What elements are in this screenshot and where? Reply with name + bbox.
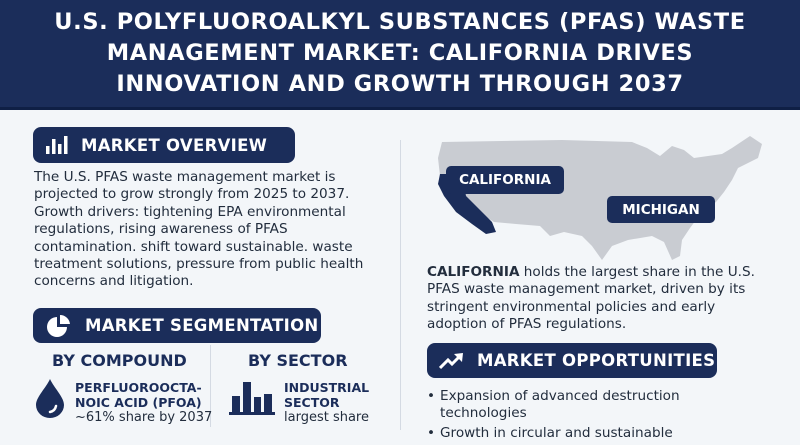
compound-name-line-2: NOIC ACID (PFOA) [75, 395, 202, 410]
market-segmentation-title: MARKET SEGMENTATION [85, 316, 319, 335]
list-item: Growth in circular and sustainable [427, 425, 747, 442]
market-segmentation-heading: MARKET SEGMENTATION [33, 308, 321, 343]
california-description: holds the largest share in the U.S. PFAS… [427, 264, 755, 333]
market-overview-title: MARKET OVERVIEW [81, 135, 268, 155]
market-opportunities-heading: MARKET OPPORTUNITIES [427, 343, 717, 378]
us-map [438, 136, 762, 260]
california-label: CALIFORNIA [446, 166, 564, 194]
header-banner: U.S. POLYFLUOROALKYL SUBSTANCES (PFAS) W… [0, 0, 800, 110]
title-line-1: U.S. POLYFLUOROALKYL SUBSTANCES (PFAS) W… [54, 9, 746, 35]
sector-share: largest share [284, 410, 369, 425]
bar-chart-icon [46, 136, 68, 154]
list-item: Expansion of advanced destruction techno… [427, 388, 747, 422]
factory-icon [229, 382, 275, 415]
sector-segment: INDUSTRIAL SECTOR largest share [284, 380, 369, 425]
compound-name-line-1: PERFLUOROOCTA- [75, 380, 202, 395]
title-line-3: INNOVATION AND GROWTH THROUGH 2037 [116, 71, 684, 97]
droplet-icon [36, 379, 64, 418]
michigan-label: MICHIGAN [607, 196, 715, 223]
title-line-2: MANAGEMENT MARKET: CALIFORNIA DRIVES [106, 40, 694, 66]
trend-up-icon [439, 352, 463, 369]
market-overview-heading: MARKET OVERVIEW [33, 127, 295, 163]
california-highlight-text: CALIFORNIA holds the largest share in th… [427, 264, 777, 334]
by-sector-heading: BY SECTOR [248, 351, 348, 370]
sector-name-line-1: INDUSTRIAL [284, 380, 370, 395]
compound-share: ~61% share by 2037 [75, 410, 213, 425]
by-compound-heading: BY COMPOUND [52, 351, 187, 370]
california-bold: CALIFORNIA [427, 264, 520, 280]
segment-divider [210, 345, 211, 427]
market-overview-text: The U.S. PFAS waste management market is… [34, 169, 364, 290]
pie-chart-icon [47, 314, 70, 337]
column-divider [400, 140, 401, 430]
compound-segment: PERFLUOROOCTA- NOIC ACID (PFOA) ~61% sha… [75, 380, 212, 425]
opportunities-list: Expansion of advanced destruction techno… [427, 388, 747, 445]
market-opportunities-title: MARKET OPPORTUNITIES [477, 351, 716, 370]
sector-name-line-2: SECTOR [284, 395, 340, 410]
